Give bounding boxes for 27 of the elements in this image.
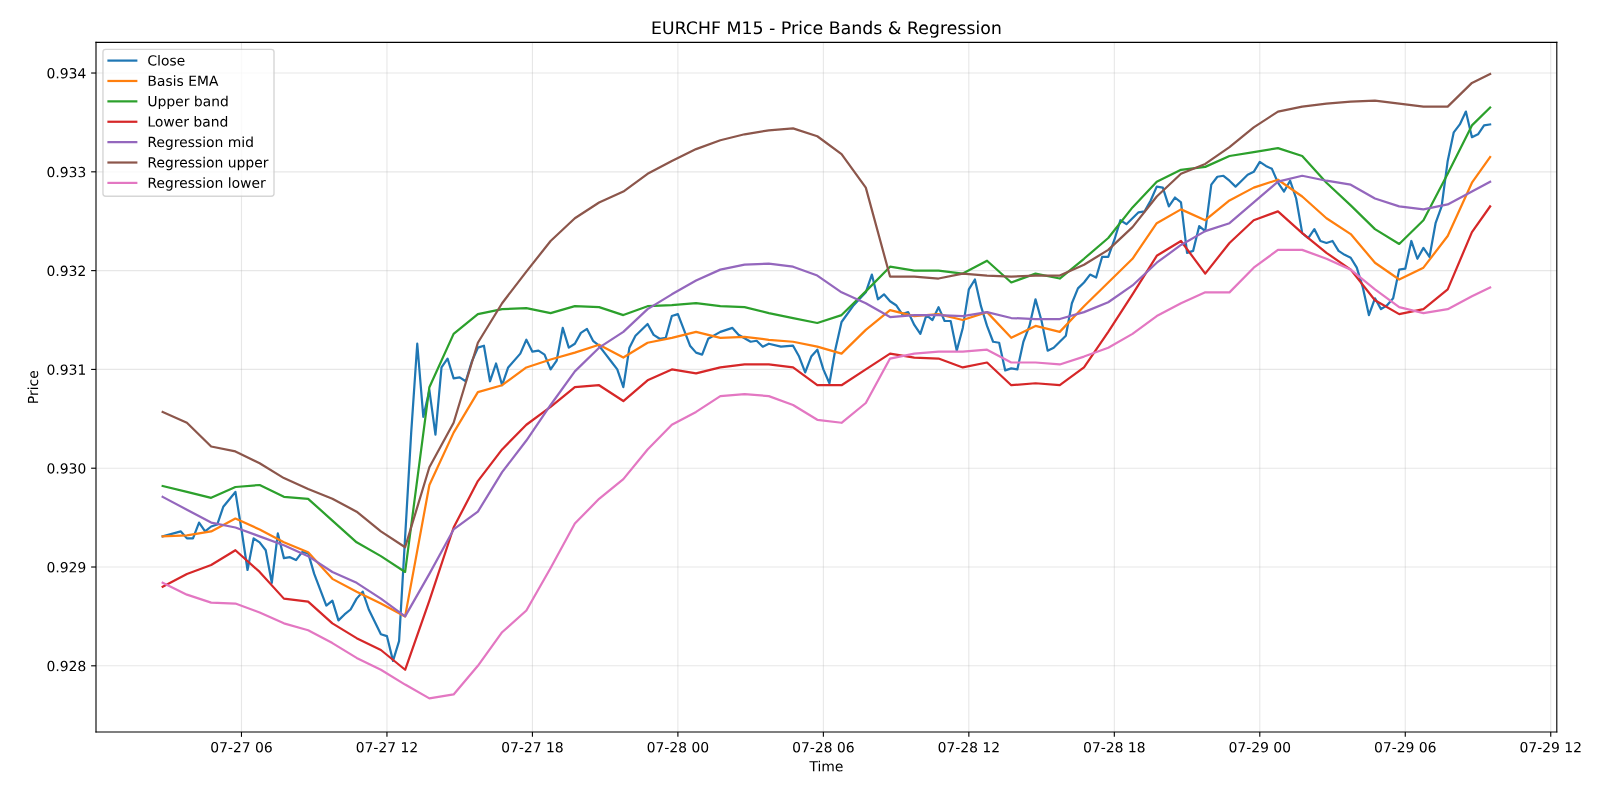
legend-label: Close	[148, 54, 185, 66]
x-tick-label: 07-27 12	[356, 741, 417, 753]
x-tick-label: 07-27 18	[502, 741, 563, 753]
chart-title: EURCHF M15 - Price Bands & Regression	[652, 20, 1001, 38]
x-tick-label: 07-28 18	[1084, 741, 1145, 753]
y-tick-label: 0.934	[47, 68, 86, 79]
legend-label: Basis EMA	[148, 75, 219, 87]
x-tick-label: 07-28 06	[793, 741, 854, 753]
y-tick-label: 0.930	[47, 463, 86, 474]
legend-label: Upper band	[148, 95, 228, 110]
y-tick-label: 0.928	[47, 660, 86, 672]
y-axis-title: Price	[27, 371, 39, 403]
y-tick-label: 0.933	[47, 166, 86, 178]
x-tick-label: 07-29 12	[1520, 741, 1581, 753]
legend-label: Regression upper	[148, 156, 269, 171]
y-tick-label: 0.931	[47, 364, 85, 375]
x-tick-label: 07-29 06	[1374, 741, 1436, 753]
x-tick-label: 07-28 00	[647, 741, 709, 753]
legend-label: Regression lower	[148, 177, 266, 191]
x-axis-title: Time	[809, 760, 843, 772]
x-tick-label: 07-27 06	[211, 741, 272, 753]
x-tick-label: 07-28 12	[938, 741, 999, 753]
y-tick-label: 0.929	[47, 561, 86, 573]
legend-label: Regression mid	[148, 136, 253, 150]
x-tick-label: 07-29 00	[1229, 741, 1291, 753]
legend-label: Lower band	[148, 116, 228, 127]
y-tick-label: 0.932	[47, 265, 85, 277]
